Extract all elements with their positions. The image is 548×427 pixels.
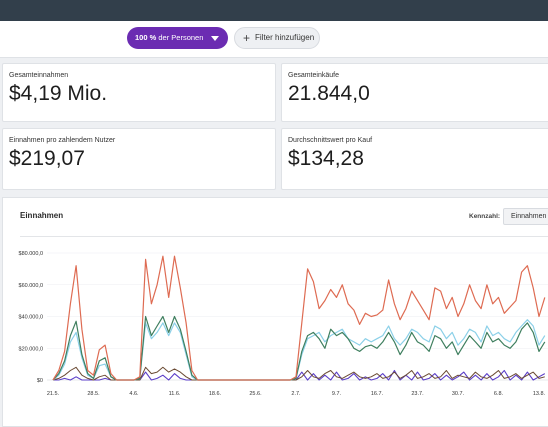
x-tick-label: 4.6. (129, 391, 139, 397)
y-tick-label: $20.000,0 (19, 346, 43, 352)
series-line-red (52, 255, 546, 381)
kpi-title: Gesamteinnahmen (9, 72, 69, 79)
x-tick-label: 28.5. (87, 391, 100, 397)
chart-header-divider (20, 236, 548, 237)
kpi-card-avg-purchase-value[interactable]: Durchschnittswert pro Kauf $134,28 (281, 128, 548, 190)
kpi-card-total-purchases[interactable]: Gesamteinkäufe 21.844,0 (281, 63, 548, 122)
y-tick-label: $0 (37, 378, 43, 384)
filter-bar: 100 % der Personen + Filter hinzufügen (0, 21, 548, 58)
x-tick-label: 13.8. (533, 391, 546, 397)
x-tick-label: 6.8. (494, 391, 504, 397)
y-tick-label: $80.000,0 (19, 251, 43, 257)
revenue-line-chart: $0 $20.000,0 $40.000,0 $60.000,0 $80.000,0 2… (19, 251, 548, 397)
y-tick-label: $40.000,0 (19, 315, 43, 321)
kpi-card-revenue-per-paying-user[interactable]: Einnahmen pro zahlendem Nutzer $219,07 (2, 128, 276, 190)
caret-down-icon (211, 36, 219, 41)
chart-title: Einnahmen (20, 211, 64, 220)
series-line-brown (52, 366, 545, 381)
plus-icon: + (243, 31, 251, 45)
x-tick-label: 16.7. (371, 391, 384, 397)
y-tick-label: $60.000,0 (19, 283, 43, 289)
x-tick-label: 2.7. (291, 391, 301, 397)
audience-percentage-value: 100 % (135, 33, 157, 42)
kpi-title: Gesamteinkäufe (288, 72, 339, 79)
kpi-title: Einnahmen pro zahlendem Nutzer (9, 137, 116, 144)
add-filter-label: Filter hinzufügen (255, 33, 315, 42)
kpi-title: Durchschnittswert pro Kauf (288, 137, 373, 144)
kpi-card-total-revenue[interactable]: Gesamteinnahmen $4,19 Mio. (2, 63, 276, 122)
x-tick-label: 30.7. (452, 391, 465, 397)
kpi-value: $134,28 (288, 147, 364, 170)
x-tick-label: 23.7. (411, 391, 424, 397)
audience-percentage-label: der Personen (156, 33, 204, 42)
kpi-value: 21.844,0 (288, 82, 370, 105)
kpi-value: $4,19 Mio. (9, 82, 108, 105)
x-tick-label: 11.6. (169, 391, 181, 397)
add-filter-button[interactable]: + Filter hinzufügen (234, 27, 320, 49)
audience-percentage-dropdown[interactable]: 100 % der Personen (127, 27, 228, 49)
x-tick-label: 18.6. (209, 391, 222, 397)
x-tick-label: 21.5. (47, 391, 60, 397)
x-tick-label: 25.6. (249, 391, 262, 397)
x-tick-label: 9.7. (332, 391, 342, 397)
metric-selector[interactable]: Einnahmen (503, 208, 548, 225)
metric-label: Kennzahl: (469, 213, 501, 220)
top-app-bar (0, 0, 548, 21)
kpi-value: $219,07 (9, 147, 85, 170)
